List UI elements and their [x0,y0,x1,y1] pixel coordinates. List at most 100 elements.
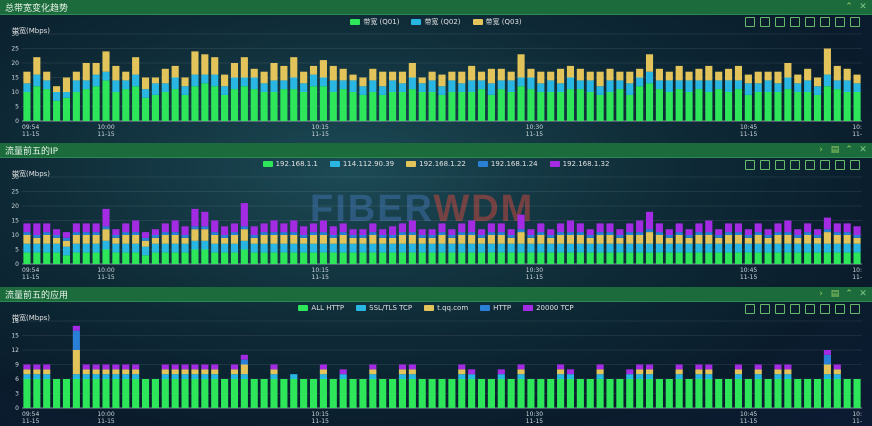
bar-segment[interactable] [221,243,229,253]
bar-segment[interactable] [418,77,426,84]
bar-segment[interactable] [616,229,624,235]
bar-segment[interactable] [804,80,812,92]
bar-segment[interactable] [290,374,298,379]
bar-segment[interactable] [300,71,308,84]
bar-segment[interactable] [141,89,150,98]
bar-segment[interactable] [833,223,841,233]
expand-icon[interactable]: › [819,289,823,299]
bar-segment[interactable] [833,243,841,253]
bar-segment[interactable] [102,369,110,375]
bar-segment[interactable] [596,252,604,264]
bar-segment[interactable] [695,89,703,121]
bar-segment[interactable] [853,235,861,238]
bar-segment[interactable] [408,252,416,264]
bar-segment[interactable] [339,252,347,264]
bar-segment[interactable] [576,235,584,244]
bar-segment[interactable] [606,68,614,81]
bar-segment[interactable] [300,252,308,264]
bar-segment[interactable] [240,354,248,360]
bar-segment[interactable] [62,232,71,238]
refresh-icon[interactable] [835,160,845,170]
bar-segment[interactable] [270,92,278,121]
bar-segment[interactable] [596,86,604,95]
bar-segment[interactable] [685,92,693,121]
bar-segment[interactable] [596,94,604,121]
bar-segment[interactable] [507,235,515,238]
bar-segment[interactable] [201,83,209,121]
expand-icon[interactable]: › [819,145,823,155]
bar-segment[interactable] [448,229,456,235]
bar-segment[interactable] [705,232,713,235]
bar-segment[interactable] [606,252,614,264]
bar-segment[interactable] [527,68,535,78]
bar-segment[interactable] [161,364,169,370]
bar-segment[interactable] [675,379,683,408]
bar-segment[interactable] [171,235,179,244]
bar-segment[interactable] [290,232,298,235]
bar-segment[interactable] [497,374,505,379]
bar-segment[interactable] [566,243,575,253]
bar-segment[interactable] [369,80,377,92]
data-view-icon[interactable] [820,160,830,170]
bar-segment[interactable] [596,71,604,87]
bar-segment[interactable] [477,237,486,244]
bar-segment[interactable] [250,379,258,408]
bar-segment[interactable] [428,229,436,235]
bar-segment[interactable] [517,369,525,375]
bar-segment[interactable] [477,379,486,408]
bar-segment[interactable] [230,89,239,121]
bar-segment[interactable] [300,92,308,121]
bar-segment[interactable] [349,379,357,408]
bar-segment[interactable] [112,237,120,244]
bar-segment[interactable] [191,369,199,375]
bar-segment[interactable] [833,364,841,370]
bar-segment[interactable] [685,379,693,408]
bar-segment[interactable] [250,89,258,121]
bar-segment[interactable] [260,223,268,233]
bar-segment[interactable] [369,92,377,121]
bar-segment[interactable] [705,92,713,121]
bar-segment[interactable] [537,92,545,121]
bar-segment[interactable] [675,65,683,81]
bar-segment[interactable] [319,374,327,379]
bar-segment[interactable] [705,374,713,379]
bar-segment[interactable] [823,243,831,253]
bar-segment[interactable] [389,80,397,92]
bar-segment[interactable] [833,232,841,235]
bar-segment[interactable] [665,379,673,408]
bar-segment[interactable] [379,243,387,253]
bar-segment[interactable] [319,364,327,370]
bar-segment[interactable] [72,252,80,264]
bar-segment[interactable] [171,364,179,370]
bar-segment[interactable] [517,243,525,253]
bar-segment[interactable] [744,237,752,244]
bar-segment[interactable] [171,65,179,78]
bar-segment[interactable] [132,57,140,75]
bar-segment[interactable] [744,379,752,408]
bar-segment[interactable] [487,68,495,84]
bar-segment[interactable] [161,68,169,84]
bar-segment[interactable] [586,379,594,408]
bar-segment[interactable] [201,74,209,84]
bar-segment[interactable] [369,232,377,235]
bar-segment[interactable] [497,252,505,264]
bar-segment[interactable] [112,80,120,92]
bar-segment[interactable] [626,232,634,235]
bar-segment[interactable] [833,379,841,408]
bar-segment[interactable] [408,369,416,375]
stack-icon[interactable] [805,304,815,314]
bar-segment[interactable] [418,237,426,244]
bar-segment[interactable] [695,243,703,253]
bar-segment[interactable] [359,86,367,95]
bar-segment[interactable] [645,252,654,264]
bar-segment[interactable] [339,379,347,408]
bar-segment[interactable] [784,235,792,244]
bar-segment[interactable] [122,364,130,370]
bar-segment[interactable] [369,68,377,81]
download-icon[interactable] [850,17,860,27]
bar-segment[interactable] [23,252,31,264]
bar-segment[interactable] [813,379,822,408]
bar-segment[interactable] [636,369,644,375]
bar-segment[interactable] [319,252,327,264]
bar-segment[interactable] [102,374,110,379]
